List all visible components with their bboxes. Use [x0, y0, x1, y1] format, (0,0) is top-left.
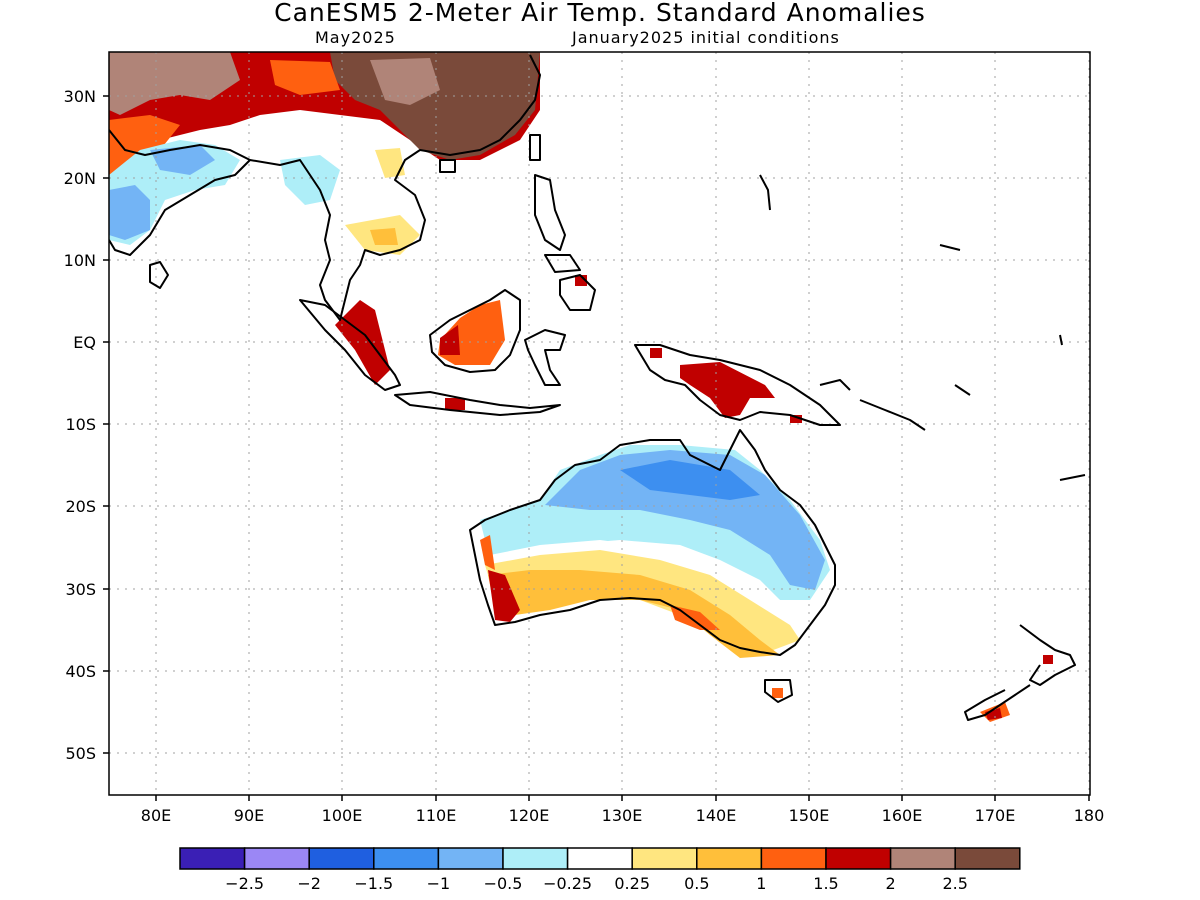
coastline-indochina: [249, 54, 541, 321]
anomaly-region-myanmar: [280, 155, 340, 205]
coastline-india: [109, 129, 251, 256]
colorbar-swatch: [631, 847, 698, 870]
coastline-taiwan: [529, 134, 541, 161]
coastline-mindanao: [559, 274, 596, 311]
colorbar-label: 0.5: [684, 874, 709, 893]
colorbar-swatch: [889, 847, 956, 870]
anomaly-region-newguinea: [680, 362, 775, 418]
colorbar-label: −0.5: [484, 874, 523, 893]
lon-label: 170E: [975, 806, 1016, 825]
anomaly-region-indochina-warm: [370, 228, 398, 245]
lat-label: 20S: [65, 497, 96, 516]
lat-label: 30S: [65, 580, 96, 599]
anomaly-region-china-mid: [370, 58, 440, 105]
colorbar-label: 0.25: [614, 874, 650, 893]
latitude-labels: 30N 20N 10N EQ 10S 20S 30S 40S 50S: [64, 87, 96, 763]
coastline-luzon: [534, 174, 566, 251]
colorbar-swatch: [373, 847, 440, 870]
anomaly-region-india-cool: [109, 185, 150, 240]
lat-label: EQ: [73, 333, 96, 352]
coastline-islands: [759, 174, 1086, 481]
colorbar-label: 2: [886, 874, 896, 893]
coastline-hainan: [439, 159, 456, 173]
colorbar-swatch: [566, 847, 633, 870]
colorbar-swatch: [954, 847, 1021, 870]
lon-label: 90E: [234, 806, 264, 825]
anomaly-region-vietnam: [375, 148, 405, 178]
coastline-nz-south: [964, 684, 1031, 721]
anomaly-region-nz-north: [1043, 655, 1053, 664]
colorbar-swatch: [179, 847, 246, 870]
coastline-nz-north: [1019, 624, 1076, 686]
lat-label: 50S: [65, 744, 96, 763]
anomaly-region-tibet: [109, 52, 240, 115]
lon-label: 110E: [416, 806, 457, 825]
colorbar-label: 1: [756, 874, 766, 893]
anomaly-region-java: [445, 398, 465, 410]
lat-label: 10S: [65, 415, 96, 434]
lon-label: 140E: [696, 806, 737, 825]
axis-ticks: [103, 95, 1090, 801]
lat-label: 20N: [64, 169, 96, 188]
colorbar-swatch: [502, 847, 569, 870]
colorbar-label: −0.25: [543, 874, 592, 893]
coastline-borneo: [429, 289, 521, 373]
lon-label: 120E: [509, 806, 550, 825]
anomaly-field: [109, 52, 1053, 722]
colorbar: [179, 847, 1021, 870]
anomaly-region-halmahera: [650, 348, 662, 358]
anomaly-region-tasmania: [772, 688, 783, 698]
anomaly-region-aus-south-orange: [488, 570, 780, 658]
colorbar-swatch: [308, 847, 375, 870]
coastline-sulawesi: [524, 329, 566, 386]
coastline-visayas: [544, 254, 581, 273]
coastline-srilanka: [149, 261, 169, 289]
colorbar-label: −1: [427, 874, 451, 893]
colorbar-swatch: [760, 847, 827, 870]
coastline-australia: [469, 429, 836, 656]
lat-label: 40S: [65, 662, 96, 681]
anomaly-region-borneo-edge: [440, 325, 460, 355]
coastline-solomons: [859, 399, 926, 431]
anomaly-region-aus-sw-orange: [480, 535, 495, 570]
colorbar-label: −2: [297, 874, 321, 893]
coastline-newbritain: [819, 379, 851, 391]
colorbar-swatch: [696, 847, 763, 870]
coastline-newguinea: [634, 344, 841, 426]
anomaly-region-aus-north-core: [620, 460, 760, 500]
colorbar-swatch: [825, 847, 892, 870]
lon-label: 180: [1074, 806, 1105, 825]
colorbar-label: −2.5: [225, 874, 264, 893]
anomaly-region-india-east: [150, 145, 215, 175]
coastline-tasmania: [764, 679, 793, 703]
coastline-sumatra: [299, 299, 401, 391]
lon-label: 150E: [789, 806, 830, 825]
lat-label: 30N: [64, 87, 96, 106]
lon-label: 130E: [602, 806, 643, 825]
map-gridlines: [109, 52, 1090, 795]
longitude-labels: 80E 90E 100E 110E 120E 130E 140E 150E 160E 170E 18…: [141, 806, 1105, 825]
lon-label: 80E: [141, 806, 171, 825]
colorbar-label: −1.5: [354, 874, 393, 893]
colorbar-labels: −2.5 −2 −1.5 −1 −0.5 −0.25 0.25 0.5 1 1.5 2 2.5: [225, 874, 968, 893]
anomaly-region-aus-sw-red: [488, 570, 520, 622]
coastline-java: [394, 391, 561, 416]
valid-month-label: May2025: [315, 28, 396, 47]
anomaly-region-aus-north-cool: [545, 450, 825, 590]
initial-conditions-label: January2025 initial conditions: [572, 28, 840, 47]
colorbar-label: 2.5: [942, 874, 967, 893]
lat-label: 10N: [64, 251, 96, 270]
anomaly-region-asia-orange: [109, 115, 180, 175]
anomaly-region-sumatra: [335, 300, 390, 385]
lon-label: 160E: [882, 806, 923, 825]
anomaly-region-himalaya: [270, 60, 340, 95]
colorbar-label: 1.5: [813, 874, 838, 893]
lon-label: 100E: [322, 806, 363, 825]
coastlines: [109, 54, 1086, 721]
chart-title: CanESM5 2-Meter Air Temp. Standard Anoma…: [274, 0, 926, 27]
colorbar-swatch: [243, 847, 310, 870]
colorbar-swatch: [437, 847, 504, 870]
